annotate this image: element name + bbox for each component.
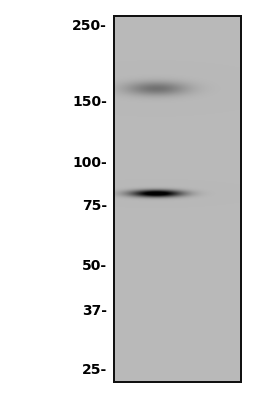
- Text: 37-: 37-: [82, 304, 107, 318]
- Text: 250-: 250-: [72, 19, 107, 33]
- Text: 25-: 25-: [82, 363, 107, 377]
- Text: 75-: 75-: [82, 199, 107, 213]
- Text: 50-: 50-: [82, 259, 107, 273]
- Text: 150-: 150-: [72, 95, 107, 109]
- Text: 100-: 100-: [72, 156, 107, 170]
